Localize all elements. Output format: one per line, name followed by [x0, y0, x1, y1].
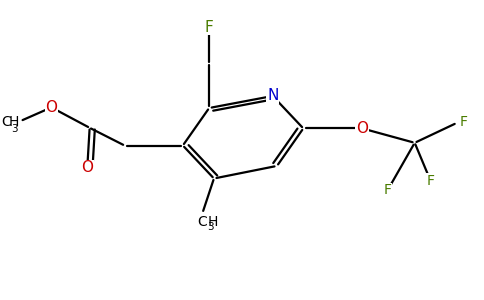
Text: H: H [9, 115, 19, 128]
Text: H: H [208, 214, 218, 229]
Text: N: N [267, 88, 278, 104]
Text: 3: 3 [207, 222, 214, 232]
Text: C: C [1, 115, 11, 128]
Text: C: C [197, 214, 207, 229]
Text: 3: 3 [11, 124, 18, 134]
Text: F: F [383, 184, 392, 197]
Text: F: F [205, 20, 213, 34]
Text: O: O [45, 100, 58, 115]
Text: F: F [426, 174, 435, 188]
Text: O: O [81, 160, 93, 175]
Text: F: F [459, 115, 467, 129]
Text: O: O [356, 121, 368, 136]
